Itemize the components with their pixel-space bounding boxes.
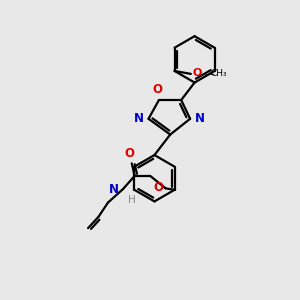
Text: CH₃: CH₃	[210, 69, 227, 78]
Text: O: O	[153, 83, 163, 96]
Text: N: N	[109, 183, 119, 196]
Text: O: O	[192, 68, 202, 78]
Text: —: —	[204, 70, 214, 80]
Text: N: N	[195, 112, 205, 125]
Text: H: H	[128, 195, 136, 205]
Text: N: N	[134, 112, 143, 125]
Text: O: O	[154, 181, 164, 194]
Text: O: O	[124, 147, 134, 160]
